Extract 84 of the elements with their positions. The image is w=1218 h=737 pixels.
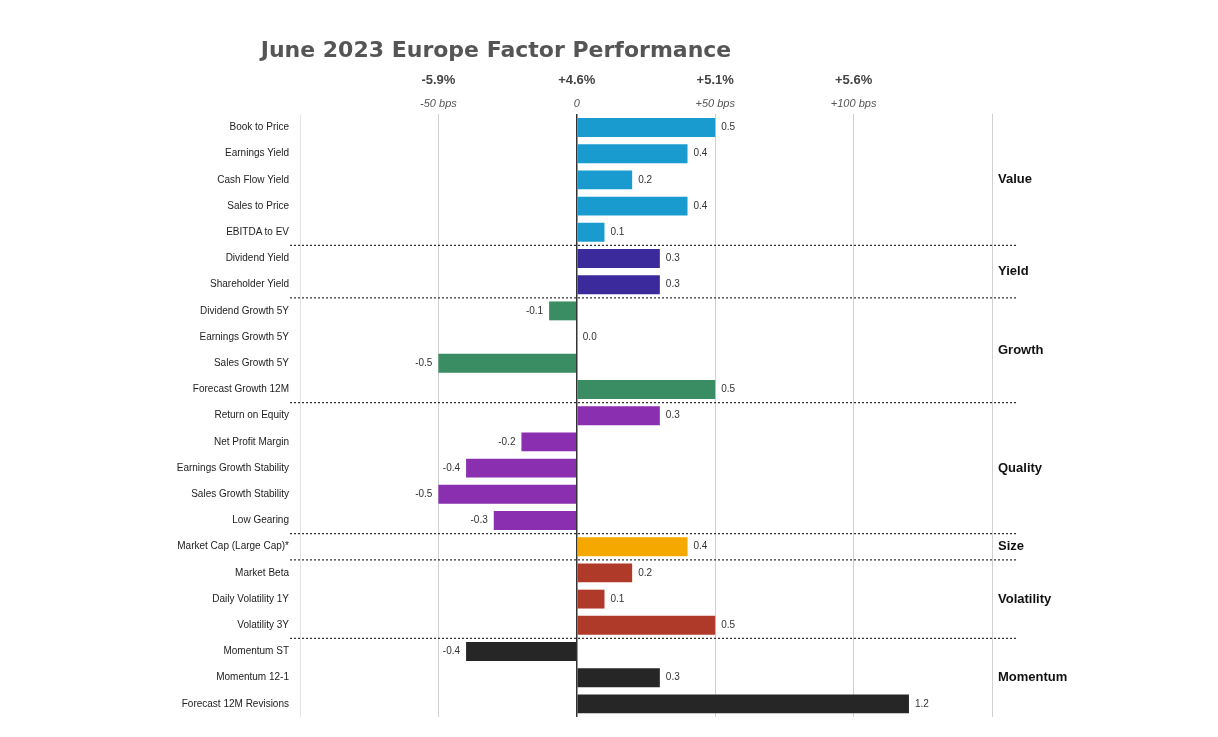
data-label: 0.4 xyxy=(693,540,708,552)
bar xyxy=(577,406,660,426)
text: Volatility xyxy=(998,590,1052,606)
data-label: 1.2 xyxy=(914,697,930,709)
y-tick-label: Sales Growth Stability xyxy=(191,488,289,500)
bar xyxy=(438,353,577,373)
text: Yield xyxy=(998,263,1029,279)
y-tick-label: Sales Growth 5Y xyxy=(213,357,290,369)
data-label: 0.3 xyxy=(665,252,681,264)
x2-tick-label: -50 bps xyxy=(420,96,458,109)
bar xyxy=(521,432,577,452)
data-label: 0.5 xyxy=(721,121,736,133)
y-tick-label: Shareholder Yield xyxy=(210,278,289,290)
y-tick-label: Low Gearing xyxy=(232,514,289,526)
y-tick-label: EBITDA to EV xyxy=(226,226,290,238)
y-tick-label: Dividend Yield xyxy=(225,252,289,264)
y-tick-label: Momentum 12-1 xyxy=(216,671,290,683)
data-label: 0.4 xyxy=(693,147,708,159)
bar xyxy=(577,589,605,609)
y-tick-label: Forecast Growth 12M xyxy=(192,383,289,395)
text: +5.6% xyxy=(834,71,873,87)
text: Momentum xyxy=(998,669,1068,685)
bar xyxy=(493,511,577,530)
y-tick-label: Momentum ST xyxy=(223,645,289,657)
data-label: 0.1 xyxy=(610,226,625,238)
data-label: 0.5 xyxy=(721,619,736,631)
data-label: -0.4 xyxy=(442,645,461,657)
y-tick-label: Cash Flow Yield xyxy=(217,173,289,185)
y-tick-label: Sales to Price xyxy=(227,199,290,211)
bar xyxy=(577,170,633,190)
y-tick-label: Market Cap (Large Cap)* xyxy=(177,540,290,552)
data-label: 0.5 xyxy=(721,383,736,395)
text: +5.1% xyxy=(696,71,735,87)
y-tick-label: Dividend Growth 5Y xyxy=(200,304,290,316)
bar xyxy=(438,484,577,504)
y-tick-label: Net Profit Margin xyxy=(213,435,289,447)
y-tick-label: Earnings Growth Stability xyxy=(176,461,289,473)
bar xyxy=(577,694,909,714)
text: Growth xyxy=(998,341,1044,357)
chart-title: June 2023 Europe Factor Performance xyxy=(258,36,732,62)
data-label: 0.3 xyxy=(665,278,681,290)
bar xyxy=(577,144,688,164)
y-tick-label: Forecast 12M Revisions xyxy=(181,697,289,709)
data-label: -0.5 xyxy=(415,357,433,369)
data-label: 0.3 xyxy=(665,671,681,683)
y-tick-label: Book to Price xyxy=(229,121,290,133)
text: -5.9% xyxy=(421,71,456,87)
y-tick-label: Market Beta xyxy=(235,566,290,578)
bar xyxy=(577,668,660,688)
text: +4.6% xyxy=(558,71,596,87)
text: Size xyxy=(998,538,1025,554)
data-label: -0.1 xyxy=(525,304,544,316)
bar xyxy=(466,458,577,478)
text: Value xyxy=(998,171,1032,187)
data-label: -0.3 xyxy=(470,514,489,526)
bar xyxy=(577,222,605,242)
data-label: -0.5 xyxy=(415,488,433,500)
data-label: 0.0 xyxy=(582,330,598,342)
data-label: 0.1 xyxy=(610,592,625,604)
y-tick-label: Return on Equity xyxy=(214,409,289,421)
y-tick-label: Volatility 3Y xyxy=(237,619,290,631)
data-label: 0.4 xyxy=(693,199,708,211)
data-label: -0.4 xyxy=(442,461,461,473)
x2-tick-label: +50 bps xyxy=(695,96,736,109)
x2-tick-label: 0 xyxy=(573,96,581,109)
bar xyxy=(577,249,660,268)
text: Quality xyxy=(998,459,1043,475)
y-tick-label: Earnings Yield xyxy=(225,147,289,159)
y-tick-label: Earnings Growth 5Y xyxy=(199,330,290,342)
bar xyxy=(577,380,716,399)
bar xyxy=(577,275,660,295)
bar xyxy=(577,196,688,216)
bar xyxy=(577,615,716,635)
bar xyxy=(549,301,577,321)
data-label: -0.2 xyxy=(498,435,516,447)
bar xyxy=(577,563,633,583)
x2-tick-label: +100 bps xyxy=(830,96,877,109)
bar xyxy=(466,642,577,661)
y-tick-label: Daily Volatility 1Y xyxy=(212,592,290,604)
bar xyxy=(577,118,716,137)
data-label: 0.2 xyxy=(638,173,653,185)
data-label: 0.2 xyxy=(638,566,653,578)
data-label: 0.3 xyxy=(665,409,681,421)
bar xyxy=(577,537,688,557)
